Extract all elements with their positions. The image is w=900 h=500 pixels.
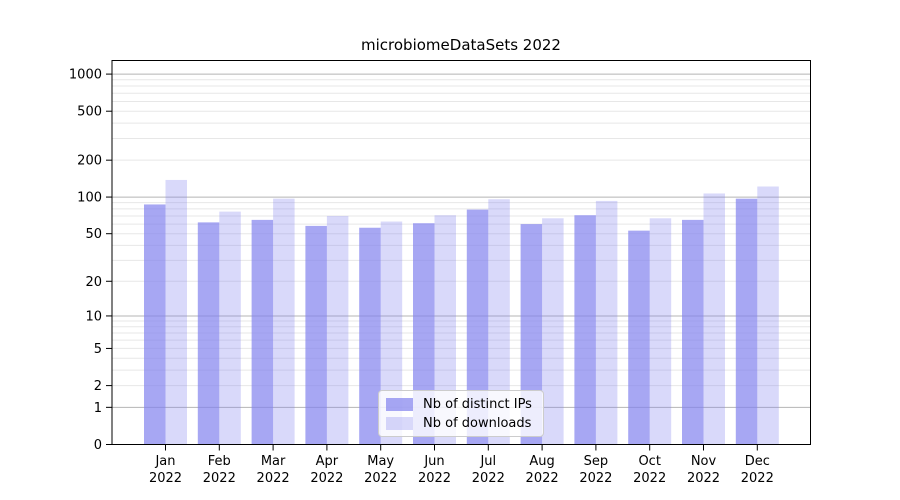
plot-border [111,60,811,445]
legend-item-downloads: Nb of downloads [386,416,543,431]
x-tick-year-dec: 2022 [741,471,774,486]
x-tick-label-sep: Sep [584,454,609,469]
legend-label-downloads: Nb of downloads [423,415,532,431]
x-tick-label-mar: Mar [261,454,286,469]
legend-swatch-distinct-ips [386,397,413,411]
x-tick-label-aug: Aug [529,454,554,469]
bar-oct-distinct-ips [628,230,650,445]
x-tick-label-jan: Jan [154,454,175,469]
bar-mar-downloads [273,198,295,445]
y-tick-label-1000: 1000 [69,68,102,83]
x-tick-year-apr: 2022 [310,471,343,486]
bar-jan-distinct-ips [144,204,166,445]
x-tick-label-jul: Jul [479,454,496,469]
legend-item-distinct-ips: Nb of distinct IPs [386,397,543,412]
bar-nov-downloads [703,193,725,445]
x-tick-year-sep: 2022 [579,471,612,486]
y-tick-label-100: 100 [77,191,102,206]
bar-dec-downloads [757,186,779,445]
bar-may-distinct-ips [359,227,381,445]
legend-swatch-downloads [386,416,413,430]
bar-may-downloads [380,221,403,445]
x-tick-label-oct: Oct [638,454,660,469]
x-tick-year-jul: 2022 [472,471,505,486]
bar-jun-distinct-ips [413,223,435,445]
y-tick-label-50: 50 [85,227,102,242]
y-tick-label-5: 5 [94,342,102,357]
x-tick-year-feb: 2022 [203,471,236,486]
bar-jul-downloads [488,199,510,445]
y-tick-label-200: 200 [77,154,102,169]
bar-apr-distinct-ips [305,225,327,445]
x-tick-year-may: 2022 [364,471,397,486]
bar-oct-downloads [649,218,672,445]
y-tick-label-0: 0 [94,438,102,453]
legend-label-distinct-ips: Nb of distinct IPs [423,396,532,412]
bar-sep-downloads [595,200,618,445]
x-tick-label-nov: Nov [691,454,717,469]
bar-mar-distinct-ips [251,219,274,445]
bar-jul-distinct-ips [466,209,489,445]
x-tick-label-apr: Apr [316,454,339,469]
y-tick-label-500: 500 [77,105,102,120]
x-tick-year-oct: 2022 [633,471,666,486]
x-tick-year-jan: 2022 [149,471,182,486]
y-tick-label-2: 2 [94,379,102,394]
chart-title: microbiomeDataSets 2022 [361,36,561,54]
bar-jun-downloads [434,215,456,445]
bar-jan-downloads [165,179,187,445]
x-tick-label-may: May [367,454,394,469]
x-tick-label-feb: Feb [208,454,231,469]
bar-apr-downloads [326,215,349,445]
bar-feb-downloads [219,211,241,445]
bar-aug-downloads [542,218,564,445]
bar-nov-distinct-ips [682,219,704,445]
y-tick-label-20: 20 [85,275,102,290]
x-tick-label-dec: Dec [745,454,770,469]
y-tick-label-10: 10 [85,309,102,324]
x-tick-year-nov: 2022 [687,471,720,486]
x-tick-year-mar: 2022 [257,471,290,486]
bar-dec-distinct-ips [735,198,758,445]
x-tick-year-jun: 2022 [418,471,451,486]
x-tick-label-jun: Jun [423,454,444,469]
bar-feb-distinct-ips [197,222,220,445]
bar-sep-distinct-ips [574,215,596,445]
y-tick-label-1: 1 [94,401,102,416]
bar-aug-distinct-ips [520,224,543,445]
x-tick-year-aug: 2022 [526,471,559,486]
legend: Nb of distinct IPs Nb of downloads [378,390,544,437]
